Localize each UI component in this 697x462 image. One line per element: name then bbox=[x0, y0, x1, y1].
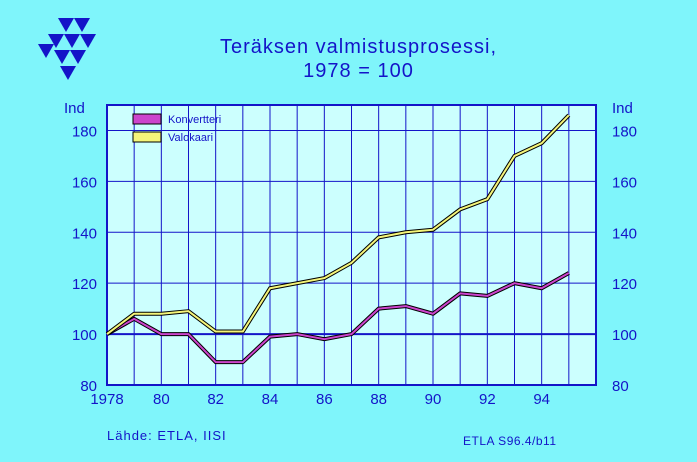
y-tick-label-left: 180 bbox=[72, 123, 97, 140]
x-tick-label: 82 bbox=[207, 391, 224, 408]
y-axis-label-left: Ind bbox=[64, 100, 85, 117]
x-tick-label: 92 bbox=[479, 391, 496, 408]
series-line-valokaari bbox=[106, 114, 570, 335]
x-tick-label: 94 bbox=[533, 391, 550, 408]
y-tick-label-right: 140 bbox=[612, 225, 637, 242]
x-tick-label: 80 bbox=[153, 391, 170, 408]
legend-label-valokaari: Valokaari bbox=[168, 132, 213, 144]
source-note: Lähde: ETLA, IISI bbox=[107, 428, 227, 443]
x-tick-label: 1978 bbox=[90, 391, 123, 408]
x-tick-label: 84 bbox=[262, 391, 279, 408]
y-tick-label-right: 180 bbox=[612, 123, 637, 140]
y-tick-label-left: 100 bbox=[72, 327, 97, 344]
series-lines bbox=[105, 113, 571, 365]
chart-title-line1: Teräksen valmistusprosessi, bbox=[219, 36, 498, 58]
y-tick-label-left: 160 bbox=[72, 174, 97, 191]
y-tick-label-right: 100 bbox=[612, 327, 637, 344]
logo bbox=[38, 18, 96, 80]
legend-label-konvertteri: Konvertteri bbox=[168, 114, 221, 126]
y-tick-label-right: 120 bbox=[612, 276, 637, 293]
y-tick-label-left: 120 bbox=[72, 276, 97, 293]
y-tick-label-right: 80 bbox=[612, 378, 629, 395]
document-code: ETLA S96.4/b11 bbox=[463, 434, 557, 448]
y-tick-label-left: 80 bbox=[80, 378, 97, 395]
x-tick-label: 88 bbox=[370, 391, 387, 408]
legend: Konvertteri Valokaari bbox=[132, 113, 221, 144]
legend-swatch-konvertteri bbox=[132, 113, 162, 125]
x-tick-label: 90 bbox=[425, 391, 442, 408]
y-tick-label-right: 160 bbox=[612, 174, 637, 191]
y-axis-label-right: Ind bbox=[612, 100, 633, 117]
series-line-konvertteri bbox=[106, 272, 570, 364]
legend-swatch-valokaari bbox=[132, 131, 162, 143]
y-tick-label-left: 140 bbox=[72, 225, 97, 242]
x-tick-label: 86 bbox=[316, 391, 333, 408]
chart-title-line2: 1978 = 100 bbox=[303, 60, 414, 82]
